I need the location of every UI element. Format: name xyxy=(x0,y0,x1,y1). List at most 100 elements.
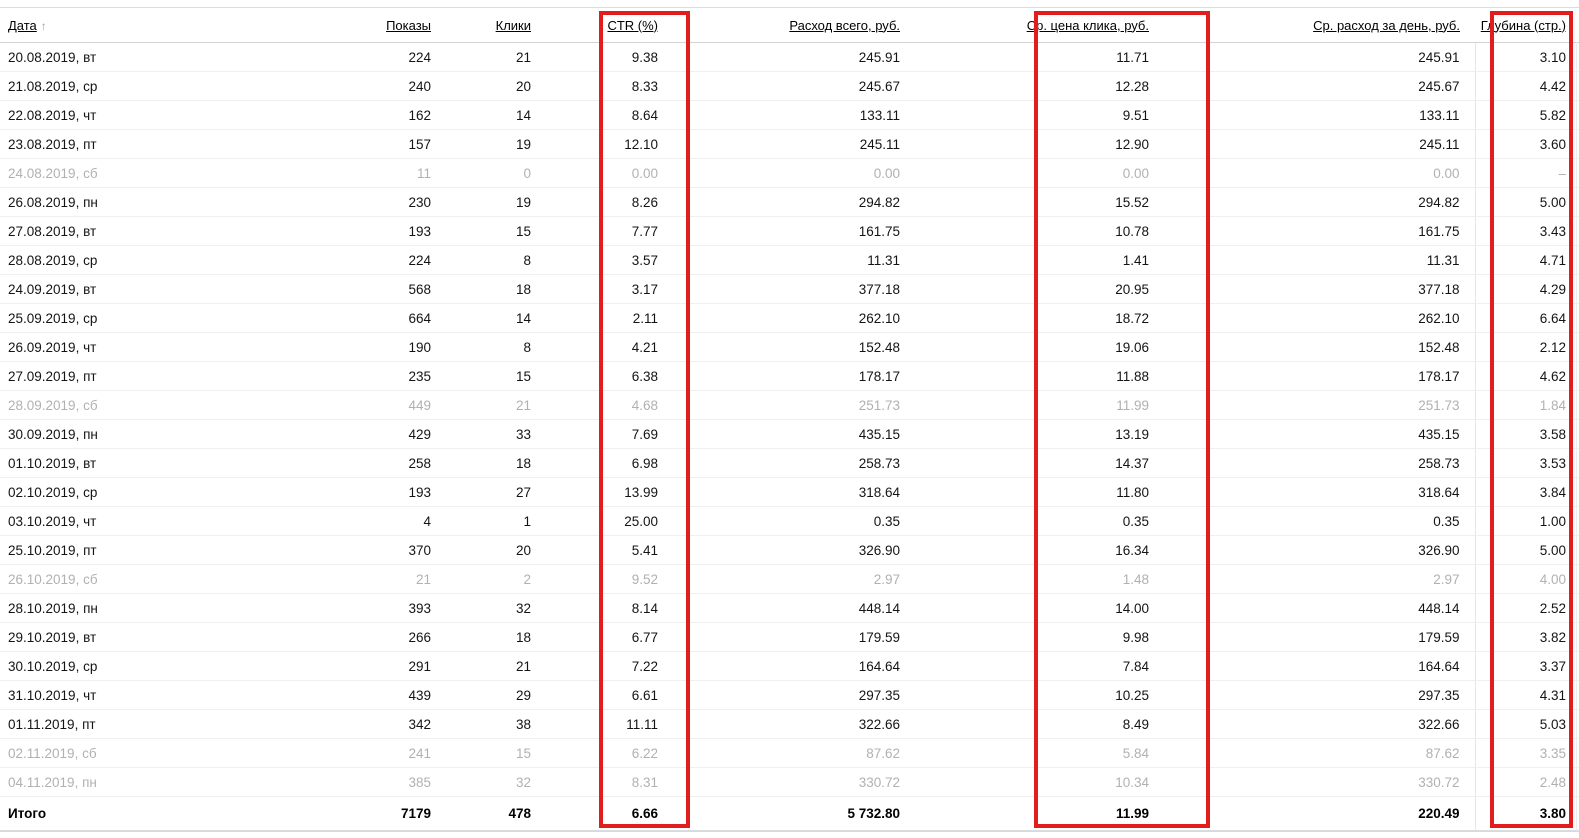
statistics-table: Дата ↑ Показы Клики CTR (%) Расход всего, руб… xyxy=(0,7,1579,832)
column-header-cost_total[interactable]: Расход всего, руб. xyxy=(789,17,900,33)
cell-impressions: 240 xyxy=(280,71,431,101)
sort-ascending-icon[interactable]: ↑ xyxy=(40,18,47,33)
cell-impressions: 258 xyxy=(280,448,431,478)
cell-impressions: 190 xyxy=(280,332,431,362)
cell-ctr: 4.21 xyxy=(531,332,658,362)
cell-date: 26.10.2019, сб xyxy=(0,564,280,594)
cell-ctr: 0.00 xyxy=(531,158,658,188)
cell-impressions: 230 xyxy=(280,187,431,217)
cell-avg_cpc: 8.49 xyxy=(900,709,1149,739)
cell-avg_cost_per_day: 245.91 xyxy=(1149,42,1475,72)
cell-avg_cost_per_day: 178.17 xyxy=(1149,361,1475,391)
cell-cost_total: 161.75 xyxy=(658,216,900,246)
cell-date: 28.09.2019, сб xyxy=(0,390,280,420)
cell-impressions: 439 xyxy=(280,680,431,710)
cell-avg_cost_per_day: 326.90 xyxy=(1149,535,1475,565)
cell-depth: 4.62 xyxy=(1474,361,1566,391)
column-header-avg_cpc[interactable]: Ср. цена клика, руб. xyxy=(1026,17,1149,33)
cell-ctr: 7.77 xyxy=(531,216,658,246)
cell-depth: 3.82 xyxy=(1474,622,1566,652)
table-row: 31.10.2019, чт 439 29 6.61 297.35 10.25 297.35… xyxy=(0,680,1579,710)
cell-depth: 5.00 xyxy=(1474,535,1566,565)
cell-ctr: 9.38 xyxy=(531,42,658,72)
cell-date: 02.10.2019, ср xyxy=(0,477,280,507)
column-header-cell-ctr: CTR (%) xyxy=(531,7,658,43)
cell-depth: 3.10 xyxy=(1474,42,1566,72)
cell-clicks: 14 xyxy=(431,303,531,333)
cell-date: 24.08.2019, сб xyxy=(0,158,280,188)
cell-cost_total: 297.35 xyxy=(658,680,900,710)
cell-clicks: 8 xyxy=(431,332,531,362)
cell-avg_cpc: 1.41 xyxy=(900,245,1149,275)
table-row: 01.10.2019, вт 258 18 6.98 258.73 14.37 258.73… xyxy=(0,448,1579,478)
cell-cost_total: 377.18 xyxy=(658,274,900,304)
table-row: 23.08.2019, пт 157 19 12.10 245.11 12.90 245.1… xyxy=(0,129,1579,159)
column-header-clicks[interactable]: Клики xyxy=(495,17,531,33)
cell-impressions: 193 xyxy=(280,216,431,246)
cell-date: 03.10.2019, чт xyxy=(0,506,280,536)
cell-ctr: 3.57 xyxy=(531,245,658,275)
cell-depth: – xyxy=(1474,158,1566,188)
cell-clicks: 15 xyxy=(431,216,531,246)
column-header-depth[interactable]: Глубина (стр.) xyxy=(1480,17,1566,33)
cell-cost_total: 0.35 xyxy=(658,506,900,536)
cell-date: 20.08.2019, вт xyxy=(0,42,280,72)
column-header-avg_cost_per_day[interactable]: Ср. расход за день, руб. xyxy=(1313,17,1460,33)
cell-depth: 1.00 xyxy=(1474,506,1566,536)
cell-avg_cost_per_day: 152.48 xyxy=(1149,332,1475,362)
cell-avg_cost_per_day: 245.11 xyxy=(1149,129,1475,159)
cell-ctr: 4.68 xyxy=(531,390,658,420)
cell-avg_cost_per_day: 251.73 xyxy=(1149,390,1475,420)
table-row: 26.10.2019, сб 21 2 9.52 2.97 1.48 2.97 4.00 xyxy=(0,564,1579,594)
cell-avg_cpc: 11.71 xyxy=(900,42,1149,72)
cell-depth: 5.82 xyxy=(1474,100,1566,130)
cell-avg_cpc: 15.52 xyxy=(900,187,1149,217)
cell-avg_cost_per_day: 87.62 xyxy=(1149,738,1475,768)
cell-cost_total: 87.62 xyxy=(658,738,900,768)
cell-avg_cpc: 14.37 xyxy=(900,448,1149,478)
column-header-cell-avg_cost_per_day: Ср. расход за день, руб. xyxy=(1149,7,1475,43)
cell-clicks: 20 xyxy=(431,535,531,565)
column-header-impressions[interactable]: Показы xyxy=(386,17,431,33)
cell-clicks: 1 xyxy=(431,506,531,536)
cell-avg_cost_per_day: 318.64 xyxy=(1149,477,1475,507)
cell-clicks: 21 xyxy=(431,651,531,681)
cell-depth: 4.42 xyxy=(1474,71,1566,101)
cell-date: 26.08.2019, пн xyxy=(0,187,280,217)
totals-cell-ctr: 6.66 xyxy=(531,796,658,832)
cell-avg_cpc: 11.80 xyxy=(900,477,1149,507)
table-row: 20.08.2019, вт 224 21 9.38 245.91 11.71 245.91… xyxy=(0,42,1579,72)
cell-depth: 3.43 xyxy=(1474,216,1566,246)
cell-depth: 6.64 xyxy=(1474,303,1566,333)
cell-impressions: 664 xyxy=(280,303,431,333)
table-row: 30.10.2019, ср 291 21 7.22 164.64 7.84 164.64 3… xyxy=(0,651,1579,681)
cell-clicks: 2 xyxy=(431,564,531,594)
cell-cost_total: 251.73 xyxy=(658,390,900,420)
totals-cell-impressions: 7179 xyxy=(280,796,431,832)
cell-clicks: 18 xyxy=(431,448,531,478)
cell-date: 25.09.2019, ср xyxy=(0,303,280,333)
table-row: 22.08.2019, чт 162 14 8.64 133.11 9.51 133.11 5… xyxy=(0,100,1579,130)
cell-cost_total: 152.48 xyxy=(658,332,900,362)
cell-ctr: 3.17 xyxy=(531,274,658,304)
cell-date: 01.11.2019, пт xyxy=(0,709,280,739)
column-header-ctr[interactable]: CTR (%) xyxy=(607,17,658,33)
column-header-cell-avg_cpc: Ср. цена клика, руб. xyxy=(900,7,1149,43)
cell-clicks: 0 xyxy=(431,158,531,188)
cell-ctr: 6.77 xyxy=(531,622,658,652)
cell-avg_cpc: 11.99 xyxy=(900,390,1149,420)
cell-depth: 4.00 xyxy=(1474,564,1566,594)
cell-avg_cpc: 12.90 xyxy=(900,129,1149,159)
cell-cost_total: 318.64 xyxy=(658,477,900,507)
cell-clicks: 21 xyxy=(431,390,531,420)
cell-cost_total: 258.73 xyxy=(658,448,900,478)
cell-ctr: 8.64 xyxy=(531,100,658,130)
column-header-cell-depth: Глубина (стр.) xyxy=(1475,7,1566,43)
cell-ctr: 25.00 xyxy=(531,506,658,536)
cell-avg_cpc: 9.51 xyxy=(900,100,1149,130)
cell-avg_cpc: 20.95 xyxy=(900,274,1149,304)
cell-avg_cost_per_day: 377.18 xyxy=(1149,274,1475,304)
column-header-date[interactable]: Дата xyxy=(8,17,37,33)
totals-cell-depth: 3.80 xyxy=(1474,796,1566,832)
cell-cost_total: 0.00 xyxy=(658,158,900,188)
